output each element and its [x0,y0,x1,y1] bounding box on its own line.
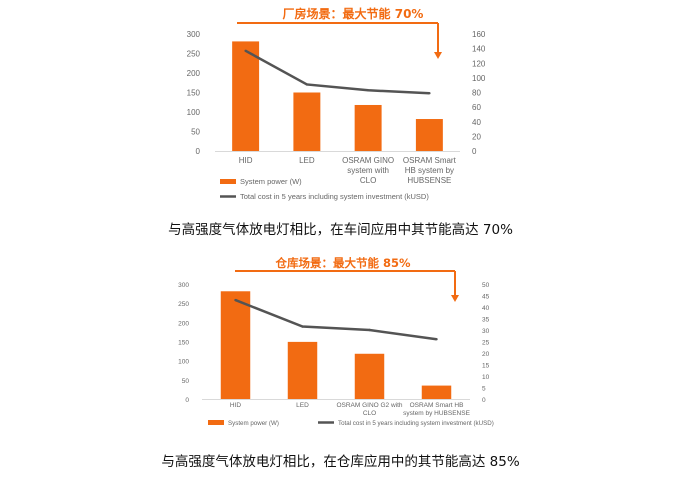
y-right-tick-label: 40 [482,305,490,312]
y-right-tick-label: 20 [482,351,490,358]
banner-arrow-head [434,52,442,59]
y-right-tick-label: 5 [482,386,486,393]
y-right-tick-label: 0 [472,147,477,156]
y-right-tick-label: 10 [482,374,490,381]
y-right-tick-label: 25 [482,340,490,347]
y-left-tick-label: 200 [178,320,189,327]
line-point [244,49,247,53]
x-tick-label: system with [347,166,389,175]
y-left-tick-label: 300 [187,30,201,39]
legend-label-bar: System power (W) [228,420,279,427]
chart-title: 仓库场景：最大节能 85% [274,256,411,270]
x-tick-label: HUBSENSE [407,176,451,185]
y-left-tick-label: 0 [196,147,201,156]
y-right-tick-label: 60 [472,103,481,112]
x-tick-label: system by HUBSENSE [403,410,470,417]
y-left-tick-label: 50 [191,128,200,137]
chart-panel-warehouse: 仓库场景：最大节能 85% 0 50 100 150 200 250 300 0 5 10 15 20 2… [0,248,681,479]
y-right-tick-label: 30 [482,328,490,335]
legend-swatch-bar [208,420,224,425]
chart-warehouse: 仓库场景：最大节能 85% 0 50 100 150 200 250 300 0 5 10 15 20 2… [178,256,494,427]
legend-label-line: Total cost in 5 years including system i… [338,420,494,427]
x-tick-label: HID [239,156,253,165]
y-right-tick-label: 0 [482,397,486,404]
y-right-tick-label: 40 [472,118,481,127]
y-right-tick-label: 100 [472,74,486,83]
x-tick-label: OSRAM GINO G2 with [336,402,402,409]
y-right-tick-label: 45 [482,294,490,301]
legend-swatch-bar [220,179,236,184]
y-right-tick-label: 20 [472,132,481,141]
y-left-tick-label: 150 [187,89,201,98]
caption-warehouse: 与高强度气体放电灯相比，在仓库应用中的其节能高达 85% [161,454,520,470]
y-right-tick-label: 140 [472,45,486,54]
line-point [301,325,304,328]
y-right-tick-label: 35 [482,317,490,324]
cost-line [245,49,430,95]
y-left-tick-label: 200 [187,69,201,78]
y-right-tick-label: 80 [472,89,481,98]
line-point [305,83,309,86]
bar [421,385,452,399]
y-left-tick-label: 250 [178,301,189,308]
y-left-tick-label: 50 [182,378,190,385]
y-left-tick-label: 150 [178,340,189,347]
banner-arrow-head [451,295,459,302]
cost-line [235,298,437,341]
y-right-tick-label: 160 [472,30,486,39]
x-tick-label: LED [299,156,315,165]
y-right-tick-label: 15 [482,363,490,370]
y-left-tick-label: 0 [185,397,189,404]
y-left-tick-label: 250 [187,50,201,59]
x-tick-label: CLO [363,410,376,417]
chart-factory: 厂房场景：最大节能 70% 0 50 100 150 200 250 300 0 20 40 60 80… [187,6,486,201]
y-right-tick-label: 120 [472,59,486,68]
x-tick-label: OSRAM GINO [342,156,394,165]
bar [232,41,260,151]
x-tick-label: HID [230,402,242,409]
x-tick-label: OSRAM Smart [403,156,457,165]
bar [293,92,321,151]
bar [415,119,443,151]
chart-panel-factory: 厂房场景：最大节能 70% 0 50 100 150 200 250 300 0 20 40 60 80… [187,6,486,201]
legend-label-line: Total cost in 5 years including system i… [240,192,429,201]
y-left-tick-label: 300 [178,282,189,289]
line-point [366,89,370,92]
bar [220,291,251,399]
x-tick-label: OSRAM Smart HB [410,402,464,409]
y-right-tick-label: 50 [482,282,490,289]
x-tick-label: CLO [360,176,376,185]
legend-label-bar: System power (W) [240,177,302,186]
bar [354,104,382,151]
bar [287,341,318,399]
caption-factory: 与高强度气体放电灯相比，在车间应用中其节能高达 70% [168,222,513,238]
line-point [428,92,431,95]
line-point [435,338,438,341]
x-tick-label: HB system by [405,166,454,175]
chart-title: 厂房场景：最大节能 70% [283,6,424,21]
line-point [234,298,237,302]
bar [354,353,385,399]
x-tick-label: LED [296,402,309,409]
y-left-tick-label: 100 [187,108,201,117]
line-point [368,328,371,332]
y-left-tick-label: 100 [178,359,189,366]
